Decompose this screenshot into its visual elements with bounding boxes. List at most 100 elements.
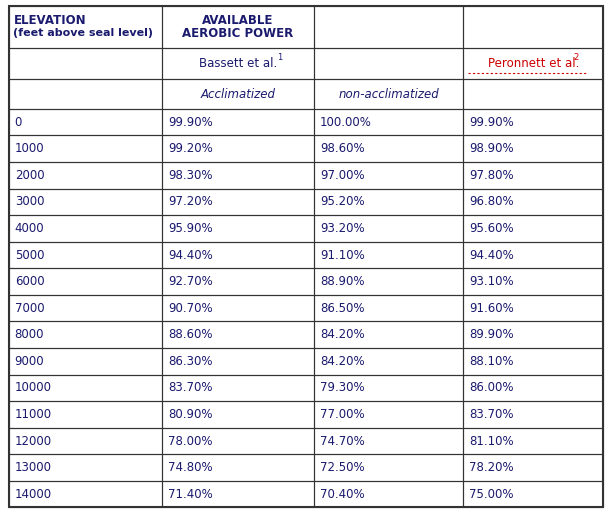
Text: 93.20%: 93.20% <box>320 222 365 235</box>
Text: 84.20%: 84.20% <box>320 355 365 368</box>
Text: 84.20%: 84.20% <box>320 328 365 341</box>
Text: 5000: 5000 <box>15 248 44 262</box>
Bar <box>162 135 314 162</box>
Bar <box>162 375 314 401</box>
Text: 96.80%: 96.80% <box>469 195 514 208</box>
Bar <box>314 481 463 507</box>
Bar <box>9 348 162 375</box>
Bar <box>314 375 463 401</box>
Bar <box>9 135 162 162</box>
Text: 83.70%: 83.70% <box>469 408 514 421</box>
Bar <box>314 322 463 348</box>
Bar <box>9 162 162 189</box>
Bar <box>463 481 603 507</box>
Text: 13000: 13000 <box>15 461 51 474</box>
Bar <box>9 375 162 401</box>
Bar <box>314 162 463 189</box>
Bar <box>9 109 162 135</box>
Bar <box>162 481 314 507</box>
Text: AEROBIC POWER: AEROBIC POWER <box>182 26 294 40</box>
Bar <box>314 242 463 268</box>
Text: 10000: 10000 <box>15 381 51 394</box>
Bar <box>463 135 603 162</box>
Text: 72.50%: 72.50% <box>320 461 365 474</box>
Bar <box>9 401 162 428</box>
Bar <box>162 322 314 348</box>
Text: 74.80%: 74.80% <box>168 461 213 474</box>
Bar <box>463 162 603 189</box>
Text: 95.20%: 95.20% <box>320 195 365 208</box>
Text: 0: 0 <box>15 116 22 129</box>
Text: 2: 2 <box>573 53 579 62</box>
Bar <box>314 268 463 295</box>
Bar <box>463 6 603 48</box>
Bar <box>314 348 463 375</box>
Bar <box>314 189 463 215</box>
Bar <box>314 79 463 109</box>
Text: 7000: 7000 <box>15 302 44 315</box>
Text: 8000: 8000 <box>15 328 44 341</box>
Text: 86.30%: 86.30% <box>168 355 213 368</box>
Bar <box>162 79 314 109</box>
Text: 92.70%: 92.70% <box>168 275 213 288</box>
Bar <box>9 242 162 268</box>
Bar <box>463 48 603 79</box>
Text: 2000: 2000 <box>15 169 44 182</box>
Bar <box>463 189 603 215</box>
Bar <box>162 348 314 375</box>
Text: 95.60%: 95.60% <box>469 222 514 235</box>
Bar <box>314 295 463 322</box>
Bar <box>463 428 603 455</box>
Text: Bassett et al.: Bassett et al. <box>199 57 277 70</box>
Text: 98.60%: 98.60% <box>320 143 365 155</box>
Text: 3000: 3000 <box>15 195 44 208</box>
Text: 97.20%: 97.20% <box>168 195 213 208</box>
Text: 4000: 4000 <box>15 222 44 235</box>
Bar <box>463 268 603 295</box>
Text: 11000: 11000 <box>15 408 52 421</box>
Text: ELEVATION: ELEVATION <box>13 14 86 27</box>
Text: 86.50%: 86.50% <box>320 302 365 315</box>
Bar <box>162 455 314 481</box>
Bar <box>162 48 314 79</box>
Text: 88.10%: 88.10% <box>469 355 514 368</box>
Text: 88.90%: 88.90% <box>320 275 365 288</box>
Bar <box>9 428 162 455</box>
Text: 79.30%: 79.30% <box>320 381 365 394</box>
Text: 89.90%: 89.90% <box>469 328 514 341</box>
Bar <box>463 109 603 135</box>
Bar <box>162 401 314 428</box>
Text: AVAILABLE: AVAILABLE <box>203 14 274 27</box>
Bar <box>314 455 463 481</box>
Text: 1000: 1000 <box>15 143 44 155</box>
Bar <box>162 215 314 242</box>
Bar <box>463 242 603 268</box>
Text: non-acclimatized: non-acclimatized <box>338 88 439 101</box>
Bar <box>162 295 314 322</box>
Bar <box>314 6 463 48</box>
Text: 12000: 12000 <box>15 435 52 447</box>
Bar <box>162 428 314 455</box>
Bar <box>9 189 162 215</box>
Bar <box>463 295 603 322</box>
Bar <box>463 455 603 481</box>
Bar <box>9 48 162 79</box>
Bar <box>463 322 603 348</box>
Bar <box>9 322 162 348</box>
Bar <box>9 481 162 507</box>
Bar <box>314 428 463 455</box>
Text: 74.70%: 74.70% <box>320 435 365 447</box>
Text: (feet above seal level): (feet above seal level) <box>13 28 154 38</box>
Bar <box>463 401 603 428</box>
Text: 86.00%: 86.00% <box>469 381 514 394</box>
Text: 78.00%: 78.00% <box>168 435 213 447</box>
Text: 6000: 6000 <box>15 275 44 288</box>
Bar <box>314 109 463 135</box>
Bar <box>162 189 314 215</box>
Bar <box>9 215 162 242</box>
Bar <box>9 268 162 295</box>
Text: 90.70%: 90.70% <box>168 302 213 315</box>
Text: Acclimatized: Acclimatized <box>201 88 275 101</box>
Bar <box>162 109 314 135</box>
Bar <box>9 295 162 322</box>
